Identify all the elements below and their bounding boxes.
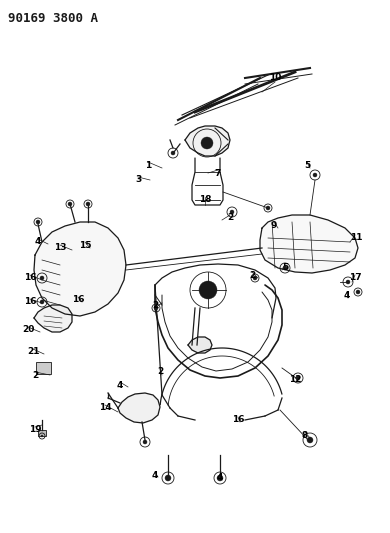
Polygon shape xyxy=(185,126,230,156)
Text: 2: 2 xyxy=(227,214,233,222)
Circle shape xyxy=(199,281,217,299)
Text: 12: 12 xyxy=(289,376,301,384)
Text: 4: 4 xyxy=(117,381,123,390)
Circle shape xyxy=(165,475,171,481)
Text: 11: 11 xyxy=(350,233,362,243)
Text: 2: 2 xyxy=(249,271,255,279)
Text: 4: 4 xyxy=(35,238,41,246)
Text: 18: 18 xyxy=(199,196,211,205)
Circle shape xyxy=(356,290,360,294)
Circle shape xyxy=(143,440,147,444)
Text: 4: 4 xyxy=(217,473,223,482)
Text: 8: 8 xyxy=(302,431,308,440)
Circle shape xyxy=(230,210,234,214)
Circle shape xyxy=(41,435,43,437)
Text: 20: 20 xyxy=(22,326,34,335)
Circle shape xyxy=(154,306,158,310)
Circle shape xyxy=(217,475,223,481)
Text: 17: 17 xyxy=(349,273,361,282)
Text: 3: 3 xyxy=(135,175,141,184)
Circle shape xyxy=(296,376,300,380)
Circle shape xyxy=(36,220,40,224)
Circle shape xyxy=(40,300,44,304)
Circle shape xyxy=(253,276,257,280)
Text: 10: 10 xyxy=(269,74,281,83)
Text: 2: 2 xyxy=(152,301,158,310)
Text: 21: 21 xyxy=(27,348,39,357)
Circle shape xyxy=(68,202,72,206)
Circle shape xyxy=(201,137,213,149)
Text: 16: 16 xyxy=(24,273,36,282)
Text: 1: 1 xyxy=(145,160,151,169)
Text: 9: 9 xyxy=(271,221,277,230)
Circle shape xyxy=(86,202,90,206)
Bar xyxy=(36,362,51,374)
Polygon shape xyxy=(118,393,160,423)
Circle shape xyxy=(283,266,287,270)
Polygon shape xyxy=(34,222,126,316)
Text: 5: 5 xyxy=(282,262,288,271)
Text: 15: 15 xyxy=(79,240,91,249)
Text: 2: 2 xyxy=(157,367,163,376)
Text: 7: 7 xyxy=(215,168,221,177)
Polygon shape xyxy=(34,305,72,332)
Text: 16: 16 xyxy=(24,297,36,306)
Polygon shape xyxy=(260,215,358,273)
Text: 90169 3800 A: 90169 3800 A xyxy=(8,12,98,25)
Text: 2: 2 xyxy=(32,370,38,379)
Bar xyxy=(38,430,46,436)
Text: 4: 4 xyxy=(344,290,350,300)
Circle shape xyxy=(313,173,317,177)
Text: 19: 19 xyxy=(29,425,41,434)
Text: 5: 5 xyxy=(304,160,310,169)
Polygon shape xyxy=(188,337,212,353)
Text: 4: 4 xyxy=(152,471,158,480)
Text: 16: 16 xyxy=(72,295,84,304)
Text: 13: 13 xyxy=(54,244,66,253)
Text: 14: 14 xyxy=(99,403,111,413)
Text: 16: 16 xyxy=(232,416,244,424)
Circle shape xyxy=(171,151,175,155)
Circle shape xyxy=(40,276,44,280)
Circle shape xyxy=(346,280,350,284)
Circle shape xyxy=(307,437,313,443)
Circle shape xyxy=(266,206,270,210)
